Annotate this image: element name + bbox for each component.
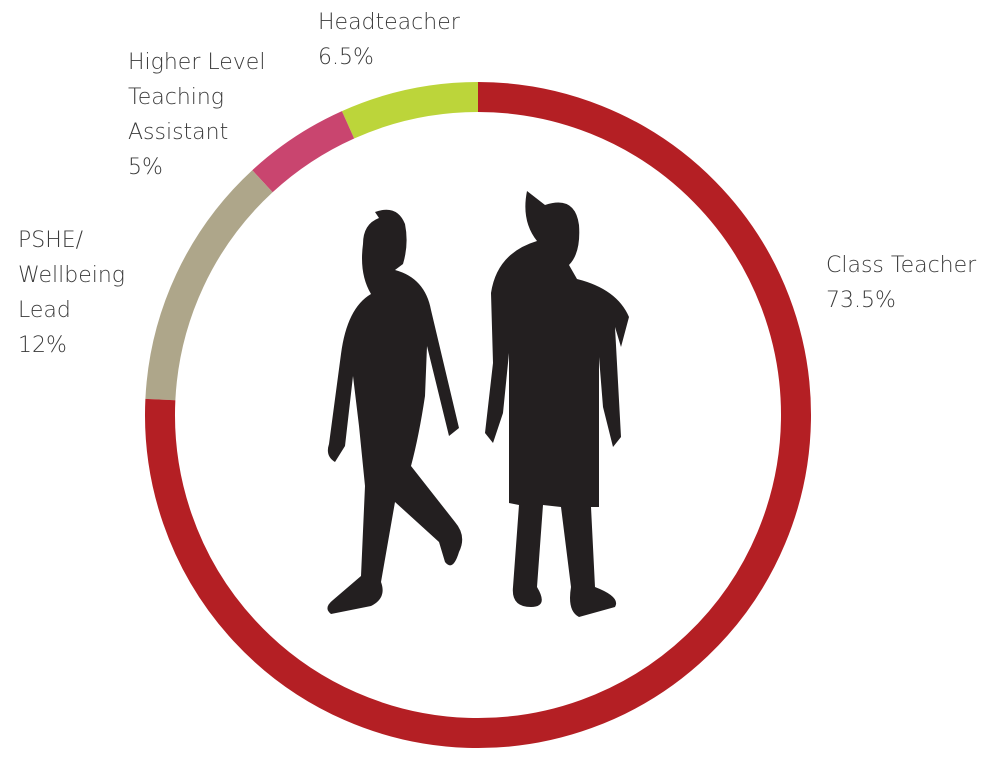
category-name: Higher Level Teaching Assistant bbox=[128, 50, 266, 145]
segment-label: Higher Level Teaching Assistant 5% bbox=[128, 45, 288, 185]
ring-segment bbox=[145, 170, 273, 401]
value-label: 5% bbox=[128, 155, 163, 180]
segment-label: Headteacher 6.5% bbox=[318, 5, 460, 75]
ring-segment bbox=[145, 82, 811, 748]
silhouettes bbox=[327, 191, 629, 617]
woman-silhouette bbox=[327, 209, 463, 614]
value-label: 12% bbox=[18, 333, 67, 358]
category-name: PSHE/ Wellbeing Lead bbox=[18, 228, 125, 323]
man-silhouette bbox=[485, 191, 629, 617]
value-label: 73.5% bbox=[826, 288, 896, 313]
ring-segment bbox=[252, 111, 355, 193]
segment-label: Class Teacher 73.5% bbox=[826, 248, 976, 318]
ring-segment bbox=[341, 82, 479, 139]
segment-label: PSHE/ Wellbeing Lead 12% bbox=[18, 223, 143, 363]
value-label: 6.5% bbox=[318, 45, 374, 70]
category-name: Class Teacher bbox=[826, 253, 977, 278]
category-name: Headteacher bbox=[318, 10, 460, 35]
